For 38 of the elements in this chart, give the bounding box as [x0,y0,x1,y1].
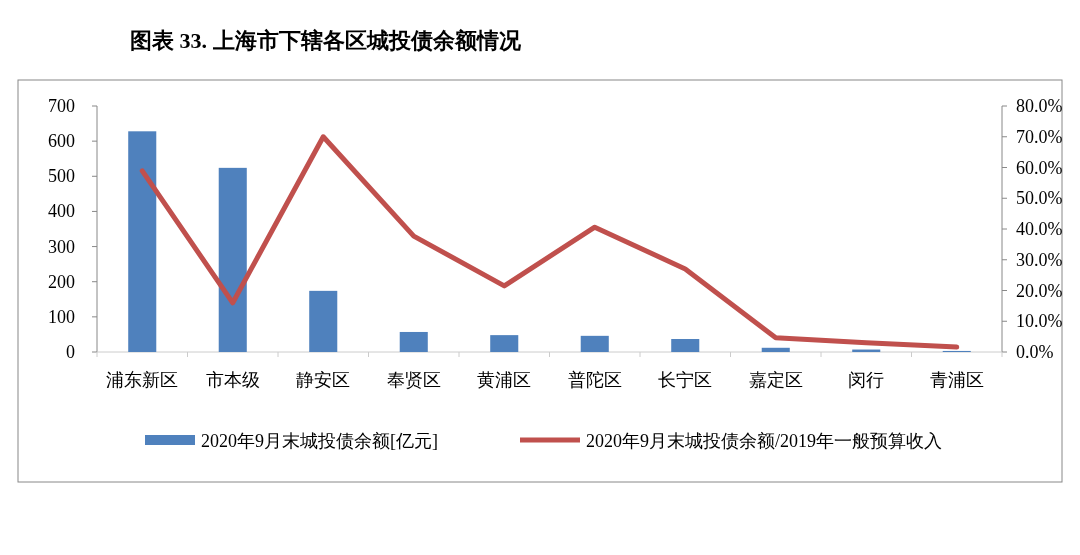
bar [580,335,609,352]
x-tick-label: 黄浦区 [477,370,532,390]
x-tick-label: 闵行 [848,370,885,390]
y2-tick-label: 60.0% [1016,157,1063,178]
legend-label: 2020年9月末城投债余额[亿元] [201,431,438,451]
bar [309,290,338,352]
y-tick-label: 100 [48,306,75,327]
x-tick-label: 长宁区 [658,370,713,390]
bar [490,335,519,352]
x-tick-label: 青浦区 [929,370,984,390]
y2-tick-label: 30.0% [1016,249,1063,270]
y2-tick-label: 0.0% [1016,342,1054,362]
y2-tick-label: 50.0% [1016,188,1063,209]
y2-tick-label: 40.0% [1016,219,1063,239]
x-tick-label: 静安区 [296,370,351,390]
y-tick-label: 200 [48,271,75,292]
y2-tick-label: 70.0% [1016,126,1063,147]
bar [218,167,247,352]
bar [128,131,157,352]
y-tick-label: 0 [66,342,75,362]
y2-tick-label: 80.0% [1016,96,1063,116]
x-tick-label: 浦东新区 [106,370,179,390]
legend-label: 2020年9月末城投债余额/2019年一般预算收入 [586,431,943,451]
y-tick-label: 500 [48,166,75,187]
y-tick-label: 700 [48,96,75,116]
bar [399,331,428,352]
x-tick-label: 嘉定区 [748,370,803,390]
bar [761,347,790,352]
y-tick-label: 600 [48,131,75,152]
y2-tick-label: 10.0% [1016,311,1063,332]
x-tick-label: 普陀区 [567,370,622,390]
y-tick-label: 300 [48,236,75,257]
chart-title: 图表 33. 上海市下辖各区城投债余额情况 [130,28,522,53]
x-tick-label: 奉贤区 [386,370,441,390]
bar [671,339,700,352]
y-tick-label: 400 [48,201,75,222]
y2-tick-label: 20.0% [1016,280,1063,301]
x-tick-label: 市本级 [205,370,260,390]
